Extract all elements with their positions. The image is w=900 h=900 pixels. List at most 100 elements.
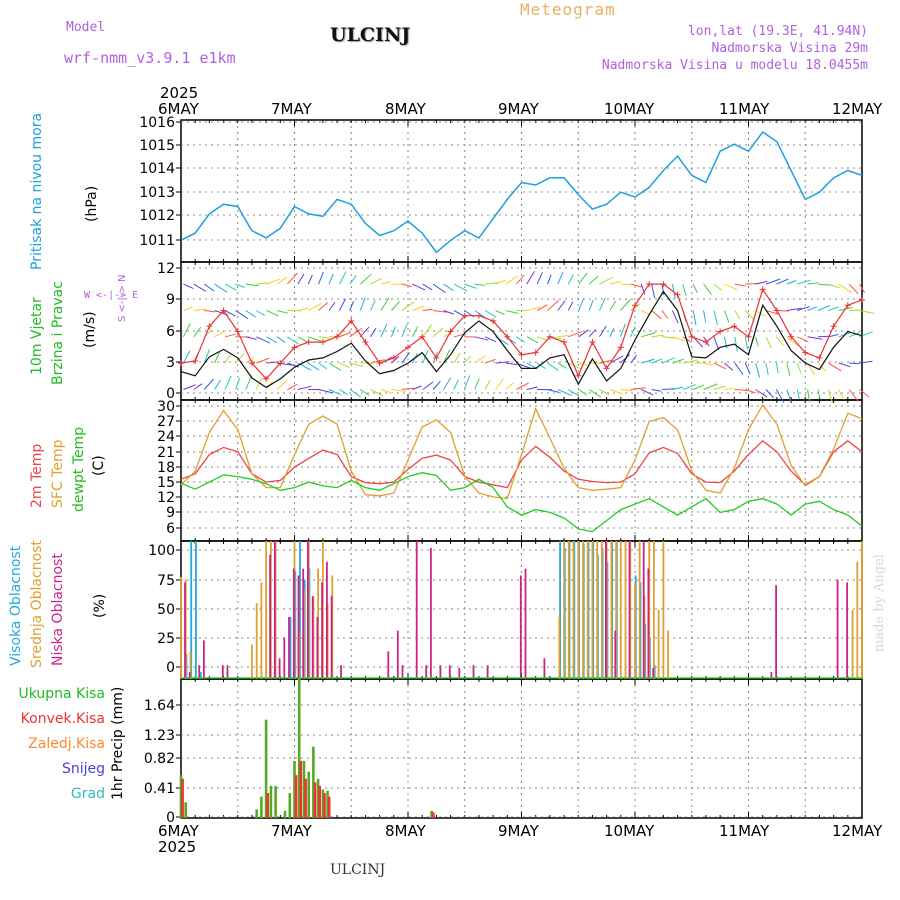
footer-station: ULCINJ [330,862,386,878]
panel-wind: 0 3 6 9 12 [157,261,863,402]
wind-arrow [359,297,366,311]
wind-arrow [224,333,236,338]
wind-arrow [807,389,811,403]
wind-arrow [328,334,344,338]
wind-arrow [443,377,452,390]
y-tick-label: 0.41 [144,781,175,797]
wind-arrow [765,363,769,375]
wind-arrow [526,271,535,285]
wind-arrow [307,274,313,285]
wind-arrow [328,362,342,371]
wind-arrow [235,283,245,288]
wind-arrow [786,280,797,285]
wind-arrow [474,355,486,364]
wind-arrow [505,362,517,366]
panel-pressure: 1011 1012 1013 1014 1015 1016 [139,115,863,263]
day-label: 7MAY [271,822,312,840]
wind-arrow [568,330,583,338]
y-tick-label: 1012 [139,208,175,224]
wind-arrow [516,336,525,343]
wind-arrow [193,326,202,338]
wind-arrow [672,386,684,390]
wind-gust-marker [773,307,780,314]
wind-arrow [557,271,564,285]
wind-arrow [651,283,656,298]
wind-arrow [495,378,504,390]
wind-arrow [495,310,505,315]
wind-arrow [380,323,388,338]
wind-gust-marker [291,344,298,351]
wind-arrow [661,310,669,319]
wind-arrow [328,273,334,285]
wind-gust-marker [433,354,440,361]
wind-arrow [224,310,236,317]
wind-arrow [599,389,610,396]
wind-arrow [401,352,410,364]
wind-arrow [640,283,646,295]
wind-gust-marker [419,333,426,340]
wind-arrow [817,362,827,372]
wind-arrow [443,283,454,292]
wind-gust-marker [632,302,638,309]
wind-arrow [297,336,307,342]
temp-dew-line [180,472,863,533]
wind-arrow [411,325,419,338]
wind-arrow [734,310,741,320]
wind-gust-marker [546,333,553,340]
y-tick-label: 25 [157,631,175,647]
wind-gust-marker [532,349,539,356]
wind-gust-marker [319,339,326,346]
wind-arrow [505,382,514,390]
wind-gust-marker [844,302,851,309]
wind-arrow [786,307,802,311]
day-label: 8MAY [385,822,426,840]
wind-arrow [276,310,288,314]
wind-arrow [692,283,698,294]
wind-arrow [671,310,679,324]
wind-arrow [349,389,361,398]
wind-arrow [609,327,615,338]
wind-arrow [318,389,334,394]
wind-gust-marker [816,354,823,361]
wind-arrow [640,389,654,396]
wind-arrow [786,336,799,346]
day-label: 8MAY [385,100,426,118]
wind-arrow [724,283,738,291]
y-tick-label: 30 [157,399,175,415]
wind-arrow [463,355,472,364]
wind-gust-marker [376,360,383,367]
wind-arrow [682,359,698,364]
wind-arrow [848,389,859,402]
wind-arrow [796,362,802,374]
wind-arrow [547,389,560,393]
day-label: 10MAY [604,100,655,118]
wind-arrow [713,310,718,326]
wind-arrow [567,274,574,285]
wind-arrow [287,383,298,390]
wind-arrow [370,389,384,397]
wind-arrow [432,283,446,294]
wind-gust-marker [475,312,482,319]
y-tick-label: 100 [148,543,175,559]
panel-clouds: 0 25 50 75 100 [148,540,863,680]
wind-gust-marker [646,281,653,288]
day-label: 12MAY [832,100,883,118]
wind-arrow [401,301,415,311]
wind-arrow [620,389,633,392]
wind-arrow [380,281,391,285]
y-tick-label: 1.23 [144,728,175,744]
wind-arrow [713,283,723,291]
wind-gust-marker [248,360,255,367]
day-label: 6MAY [158,100,199,118]
wind-arrow [713,385,726,390]
wind-arrow [255,377,263,390]
wind-gust-marker [192,358,199,365]
wind-arrow [723,336,728,349]
wind-arrow [599,325,607,338]
day-label: 7MAY [271,100,312,118]
wind-arrow [214,283,228,293]
wind-arrow [276,276,288,285]
wind-arrow [526,336,539,344]
